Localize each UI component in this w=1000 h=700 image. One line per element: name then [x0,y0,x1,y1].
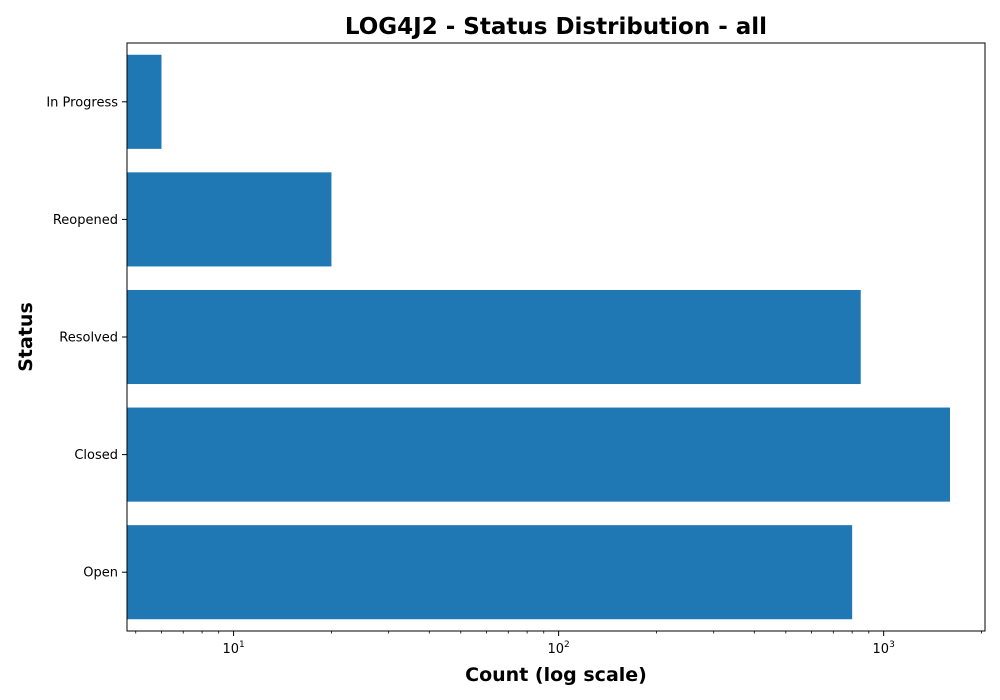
x-tick-label-10: 101 [222,640,244,657]
bar-resolved [127,289,861,385]
bar-closed [127,407,951,502]
y-tick-label-open: Open [83,566,118,581]
x-axis-ticks: 101 102 103 [135,631,982,657]
x-tick-label-1000: 103 [873,640,895,657]
bar-reopened [127,172,332,267]
x-axis-label: Count (log scale) [465,664,647,686]
y-tick-label-in-progress: In Progress [46,95,118,110]
x-tick-label-100: 102 [547,640,569,657]
bar-in-progress [127,54,162,149]
y-axis-ticks: Open Closed Resolved Reopened In Progress [46,95,127,581]
y-tick-label-closed: Closed [74,448,118,463]
bar-open [127,525,853,620]
bars-group [127,54,951,620]
plot-frame [126,42,986,632]
y-tick-label-resolved: Resolved [59,331,118,346]
chart-title: LOG4J2 - Status Distribution - all [345,14,767,40]
y-axis-label: Status [15,302,37,372]
y-tick-label-reopened: Reopened [53,213,118,228]
